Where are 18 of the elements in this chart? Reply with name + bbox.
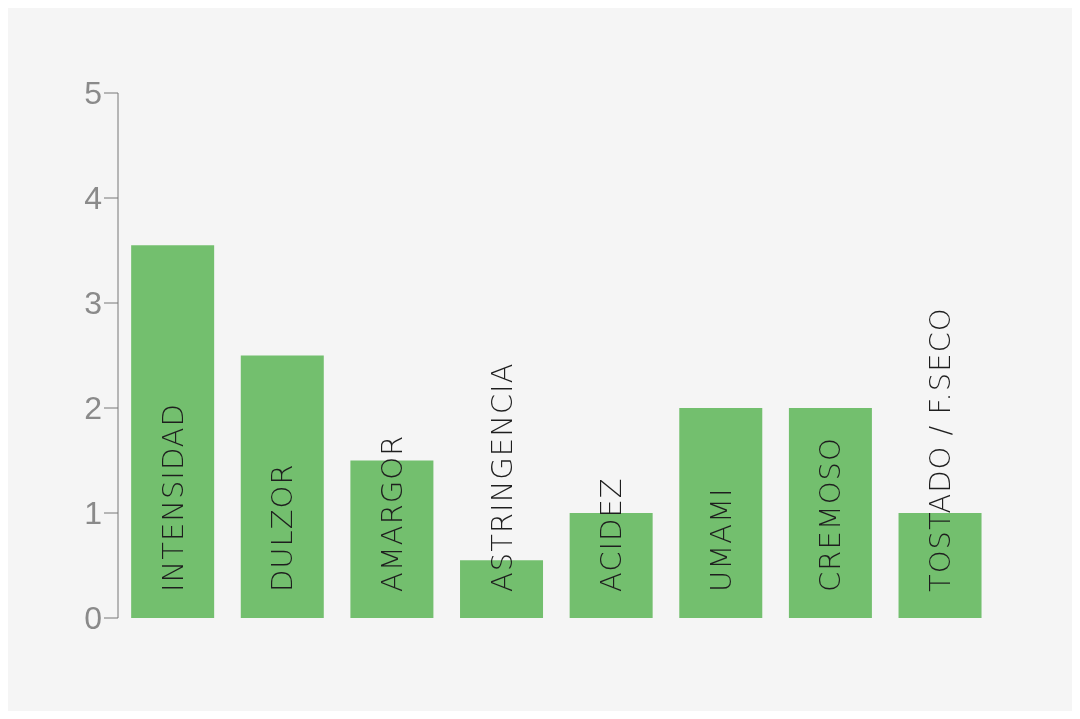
y-tick-label: 1: [84, 495, 102, 532]
y-tick-label: 4: [84, 180, 102, 217]
x-tick-label: TOSTADO / F.SECO: [923, 307, 958, 592]
y-tick-label: 5: [84, 75, 102, 112]
x-tick-label: ASTRINGENCIA: [484, 362, 519, 592]
bar: [788, 408, 872, 618]
x-tick-label: AMARGOR: [374, 434, 409, 592]
x-tick-label: ACIDEZ: [594, 477, 629, 592]
y-tick-label: 0: [84, 600, 102, 637]
bar: [679, 408, 763, 618]
x-tick-label: DULZOR: [265, 463, 300, 592]
x-tick-label: UMAMI: [703, 487, 738, 592]
bar: [240, 355, 324, 618]
y-tick-label: 2: [84, 390, 102, 427]
x-tick-label: CREMOSO: [813, 437, 848, 592]
x-tick-label: INTENSIDAD: [155, 403, 190, 592]
bar: [131, 245, 215, 618]
y-tick-label: 3: [84, 285, 102, 322]
